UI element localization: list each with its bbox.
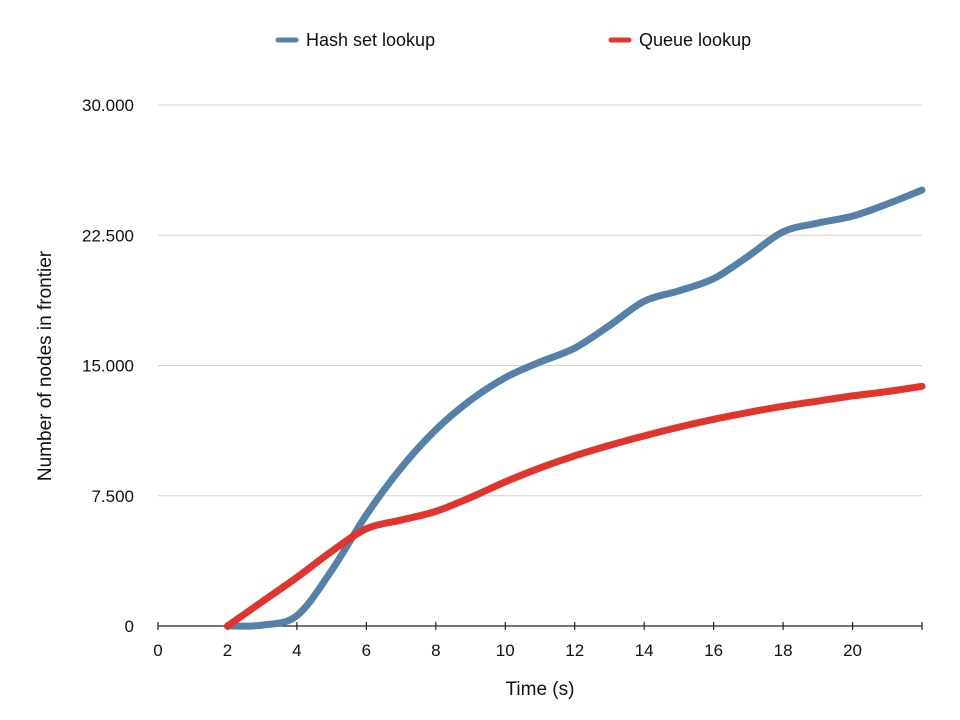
x-tick-label: 16 [704,641,723,660]
legend-item: Queue lookup [608,30,751,50]
series-lines [223,186,926,630]
x-tick-label: 12 [565,641,584,660]
x-axis: 0 2 4 6 8 10 12 14 16 18 20 [153,622,923,660]
y-tick-label: 7.500 [91,487,134,506]
x-tick-label: 6 [362,641,371,660]
legend: Hash set lookup Queue lookup [275,30,751,50]
x-tick-label: 14 [635,641,654,660]
x-tick-label: 10 [496,641,515,660]
series-line-hash-set-lookup [223,186,926,630]
y-axis-tick-labels: 0 7.500 15.000 22.500 30.000 [82,96,134,636]
x-tick-label: 4 [292,641,301,660]
legend-label: Hash set lookup [306,30,435,50]
x-axis-title: Time (s) [506,679,575,700]
series-line-queue-lookup [223,382,926,630]
y-axis-title: Number of nodes in frontier [35,250,56,481]
x-tick-label: 20 [843,641,862,660]
grid-lines [158,104,922,497]
legend-label: Queue lookup [639,30,751,50]
legend-item: Hash set lookup [275,30,435,50]
x-tick-label: 18 [774,641,793,660]
x-tick-label: 8 [431,641,440,660]
x-tick-label: 0 [153,641,162,660]
y-tick-label: 15.000 [82,357,134,376]
y-tick-label: 0 [125,617,134,636]
x-tick-label: 2 [223,641,232,660]
y-tick-label: 22.500 [82,226,134,245]
y-tick-label: 30.000 [82,96,134,115]
